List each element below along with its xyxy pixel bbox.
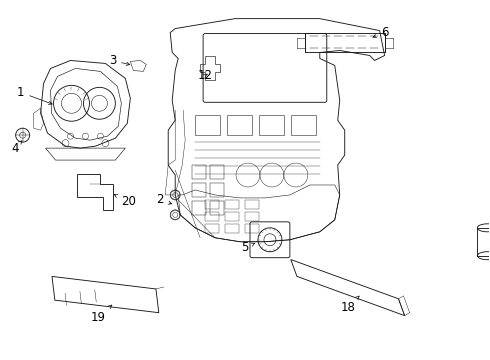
Bar [192,165,206,179]
Bar [195,115,220,135]
Text: 13: 13 [0,359,1,360]
Bar [192,201,206,215]
Bar [259,115,284,135]
Text: 6: 6 [373,26,389,39]
Text: 15: 15 [0,359,1,360]
Text: 5: 5 [241,241,255,254]
Text: 11: 11 [0,359,1,360]
Bar [291,115,316,135]
Text: 10: 10 [0,359,1,360]
Bar [245,212,259,221]
Bar [205,224,219,233]
Bar [210,165,224,179]
Text: 9: 9 [0,359,1,360]
Text: 4: 4 [11,141,22,155]
Bar [225,212,239,221]
Text: 20: 20 [114,194,136,208]
Bar [227,115,252,135]
Text: 3: 3 [109,54,130,67]
Bar [305,32,385,53]
Text: 8: 8 [0,359,1,360]
Bar [210,201,224,215]
Bar [477,228,490,256]
Bar [205,212,219,221]
Bar [205,200,219,209]
Text: 19: 19 [91,305,112,324]
Text: 1: 1 [17,86,52,104]
Text: 18: 18 [340,296,359,314]
Text: 12: 12 [197,69,213,82]
Text: 17: 17 [0,359,1,360]
Bar [245,200,259,209]
Text: 14: 14 [0,359,1,360]
Bar [210,183,224,197]
Bar [245,224,259,233]
Bar [225,224,239,233]
Bar [225,200,239,209]
Bar [192,183,206,197]
Text: 16: 16 [0,359,1,360]
Text: 2: 2 [156,193,172,206]
Text: 7: 7 [0,359,1,360]
